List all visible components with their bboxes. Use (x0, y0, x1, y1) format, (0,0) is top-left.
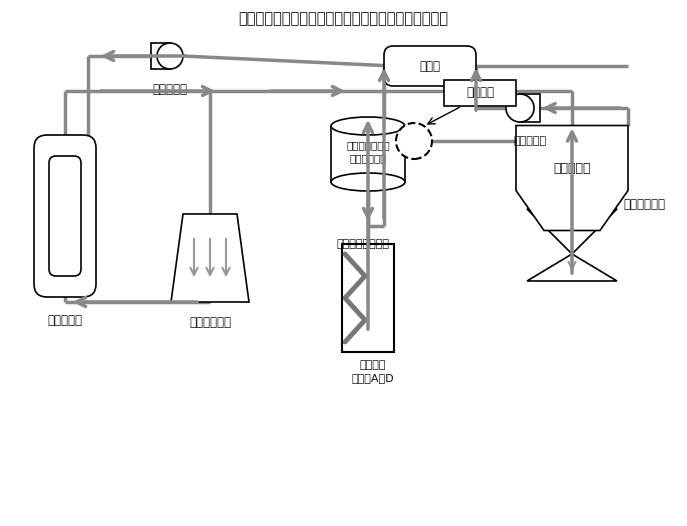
Text: 復水ポンプ: 復水ポンプ (513, 136, 546, 146)
Polygon shape (527, 254, 617, 281)
Circle shape (506, 94, 534, 122)
Text: 湿分分離加熱器
ドレンタンク: 湿分分離加熱器 ドレンタンク (346, 140, 390, 164)
Text: 湿分分離
加熱器A～D: 湿分分離 加熱器A～D (352, 360, 394, 383)
Text: 脱気器: 脱気器 (420, 59, 440, 73)
Bar (444, 80, 516, 106)
Bar (520, 94, 539, 122)
Bar (150, 43, 170, 69)
Text: 当該箇所: 当該箇所 (466, 86, 494, 99)
Text: 低圧タービン: 低圧タービン (623, 197, 665, 210)
Text: 高圧給水加熱器へ: 高圧給水加熱器へ (337, 239, 390, 249)
Text: 高圧タービン: 高圧タービン (189, 316, 231, 329)
Polygon shape (527, 209, 617, 254)
FancyBboxPatch shape (384, 46, 476, 86)
FancyBboxPatch shape (34, 135, 96, 297)
Bar (331, 126, 405, 182)
Ellipse shape (331, 173, 405, 191)
Circle shape (157, 43, 183, 69)
Ellipse shape (331, 117, 405, 135)
Text: 蒸気発生器: 蒸気発生器 (47, 314, 82, 327)
Bar (342, 244, 394, 352)
Circle shape (396, 123, 432, 159)
Text: 復　水　器: 復 水 器 (553, 161, 591, 175)
Polygon shape (171, 214, 249, 302)
FancyBboxPatch shape (49, 156, 81, 276)
Text: 伊方発電所１号機　湿分分離加熱器まわり概略系統図: 伊方発電所１号機 湿分分離加熱器まわり概略系統図 (238, 12, 448, 26)
Polygon shape (516, 126, 628, 230)
Text: 給水ポンプ: 給水ポンプ (153, 83, 188, 96)
